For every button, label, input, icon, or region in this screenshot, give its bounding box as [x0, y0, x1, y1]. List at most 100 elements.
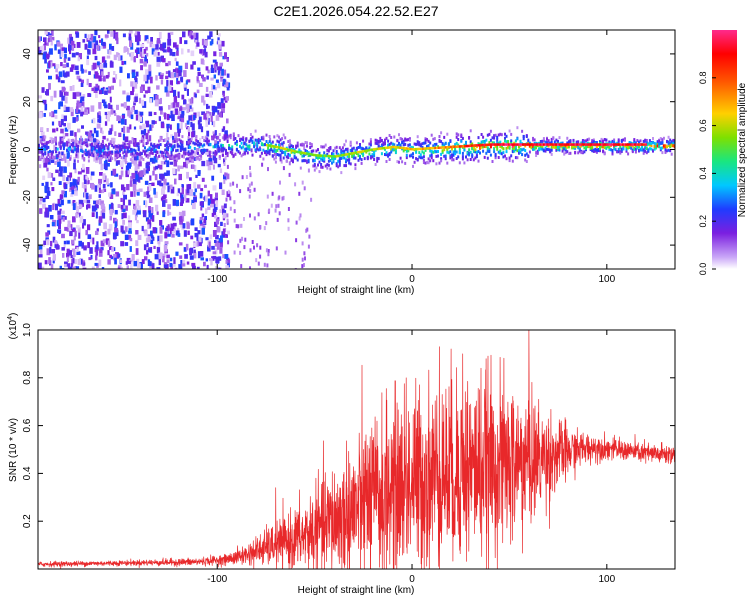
heatmap-cell: [76, 42, 81, 48]
heatmap-cell: [324, 164, 327, 168]
heatmap-cell: [226, 140, 229, 143]
heatmap-cell: [390, 145, 393, 149]
heatmap-cell: [189, 104, 192, 109]
heatmap-cell: [357, 146, 360, 149]
heatmap-cell: [443, 146, 446, 149]
heatmap-cell: [240, 264, 243, 269]
heatmap-cell: [507, 145, 510, 149]
heatmap-cell: [278, 140, 280, 144]
heatmap-cell: [468, 136, 471, 140]
heatmap-cell: [135, 240, 139, 247]
heatmap-cell: [46, 32, 50, 36]
heatmap-cell: [153, 148, 156, 152]
heatmap-cell: [70, 139, 73, 142]
heatmap-cell: [246, 151, 249, 155]
heatmap-cell: [440, 157, 443, 161]
heatmap-cell: [74, 201, 78, 209]
heatmap-cell: [87, 242, 90, 249]
heatmap-cell: [557, 139, 559, 143]
heatmap-cell: [156, 61, 161, 67]
heatmap-cell: [253, 145, 256, 149]
heatmap-cell: [418, 155, 421, 159]
heatmap-cell: [504, 136, 506, 140]
heatmap-cell: [197, 230, 201, 235]
heatmap-cell: [190, 235, 194, 240]
heatmap-cell: [196, 266, 200, 269]
heatmap-cell: [38, 95, 42, 99]
heatmap-cell: [449, 156, 452, 160]
heatmap-cell: [159, 220, 163, 226]
heatmap-cell: [248, 194, 251, 199]
heatmap-cell: [200, 149, 203, 153]
heatmap-cell: [92, 48, 97, 55]
heatmap-cell: [385, 146, 388, 150]
heatmap-cell: [61, 86, 65, 93]
heatmap-cell: [209, 161, 213, 166]
heatmap-cell: [146, 39, 150, 44]
heatmap-cell: [190, 121, 193, 128]
heatmap-cell: [150, 213, 154, 220]
heatmap-cell: [81, 111, 86, 115]
heatmap-cell: [125, 261, 128, 265]
heatmap-cell: [214, 197, 218, 202]
heatmap-cell: [182, 147, 185, 151]
heatmap-cell: [178, 211, 183, 216]
heatmap-cell: [572, 138, 575, 142]
heatmap-cell: [58, 181, 62, 185]
heatmap-cell: [91, 145, 93, 149]
heatmap-cell: [609, 141, 612, 145]
heatmap-cell: [549, 141, 552, 145]
heatmap-cell: [330, 155, 334, 158]
heatmap-cell: [38, 155, 41, 161]
heatmap-cell: [162, 49, 167, 53]
heatmap-cell: [70, 149, 73, 153]
heatmap-cell: [223, 174, 227, 180]
heatmap-cell: [48, 257, 51, 264]
heatmap-cell: [134, 164, 138, 171]
heatmap-cell: [112, 188, 115, 192]
heatmap-cell: [44, 145, 47, 148]
heatmap-cell: [75, 144, 78, 148]
heatmap-cell: [66, 240, 70, 245]
heatmap-cell: [72, 117, 76, 123]
heatmap-cell: [638, 140, 640, 144]
heatmap-cell: [79, 200, 84, 204]
heatmap-cell: [533, 138, 536, 142]
heatmap-cell: [126, 126, 130, 133]
heatmap-cell: [148, 197, 153, 203]
heatmap-cell: [423, 147, 427, 150]
heatmap-cell: [214, 215, 218, 219]
heatmap-cell: [463, 161, 466, 165]
heatmap-cell: [100, 157, 103, 160]
heatmap-cell: [648, 143, 651, 147]
heatmap-cell: [653, 141, 656, 145]
heatmap-cell: [161, 196, 166, 202]
heatmap-cell: [140, 156, 143, 160]
heatmap-cell: [667, 142, 670, 146]
heatmap-cell: [133, 159, 138, 166]
heatmap-cell: [124, 60, 127, 65]
heatmap-cell: [129, 147, 132, 151]
heatmap-cell: [143, 128, 147, 136]
heatmap-cell: [405, 149, 408, 153]
heatmap-cell: [256, 142, 259, 146]
heatmap-cell: [84, 143, 87, 147]
heatmap-cell: [159, 182, 164, 187]
heatmap-cell: [595, 143, 598, 146]
heatmap-cell: [147, 70, 152, 77]
heatmap-cell: [604, 143, 607, 146]
heatmap-cell: [165, 150, 168, 154]
heatmap-cell: [430, 153, 433, 157]
heatmap-cell: [412, 146, 414, 150]
heatmap-cell: [224, 130, 228, 137]
heatmap-cell: [220, 148, 223, 152]
heatmap-cell: [104, 121, 108, 126]
heatmap-cell: [240, 137, 243, 141]
heatmap-cell: [86, 199, 91, 204]
heatmap-cell: [166, 160, 170, 168]
heatmap-cell: [292, 148, 294, 152]
heatmap-cell: [294, 182, 297, 187]
heatmap-cell: [119, 79, 122, 87]
heatmap-cell: [243, 151, 246, 155]
heatmap-cell: [270, 148, 273, 152]
